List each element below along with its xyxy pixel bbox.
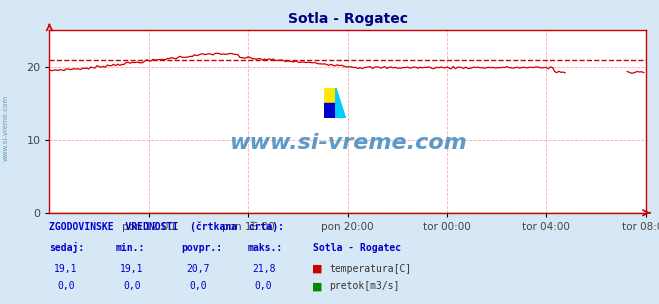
Text: www.si-vreme.com: www.si-vreme.com (2, 95, 9, 161)
Text: temperatura[C]: temperatura[C] (330, 264, 412, 274)
Text: 0,0: 0,0 (123, 282, 140, 292)
Text: 0,0: 0,0 (57, 282, 74, 292)
Text: povpr.:: povpr.: (181, 243, 222, 253)
Text: Sotla - Rogatec: Sotla - Rogatec (313, 243, 401, 253)
Text: 19,1: 19,1 (120, 264, 144, 274)
Text: pretok[m3/s]: pretok[m3/s] (330, 282, 400, 292)
Bar (324, 103, 335, 118)
Title: Sotla - Rogatec: Sotla - Rogatec (287, 12, 408, 26)
Text: 0,0: 0,0 (189, 282, 206, 292)
Text: 19,1: 19,1 (54, 264, 78, 274)
Text: 20,7: 20,7 (186, 264, 210, 274)
Text: 0,0: 0,0 (255, 282, 272, 292)
Polygon shape (335, 88, 345, 118)
Text: ■: ■ (312, 264, 322, 274)
Text: maks.:: maks.: (247, 243, 282, 253)
Bar (324, 88, 335, 103)
Text: www.si-vreme.com: www.si-vreme.com (229, 133, 467, 154)
Text: min.:: min.: (115, 243, 145, 253)
Text: 21,8: 21,8 (252, 264, 275, 274)
Text: sedaj:: sedaj: (49, 242, 84, 253)
Text: ZGODOVINSKE  VREDNOSTI  (črtkana  črta):: ZGODOVINSKE VREDNOSTI (črtkana črta): (49, 221, 285, 232)
Text: ■: ■ (312, 282, 322, 292)
